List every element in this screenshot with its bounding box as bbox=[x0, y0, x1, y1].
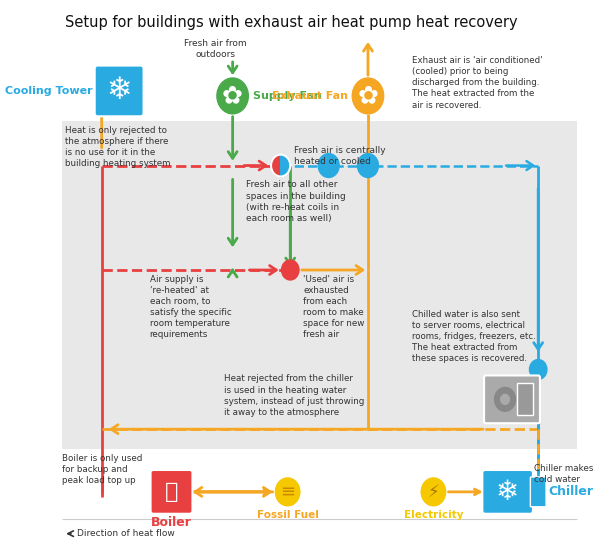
Text: Exhaust Fan: Exhaust Fan bbox=[272, 91, 348, 101]
Circle shape bbox=[500, 394, 509, 404]
Text: Heat rejected from the chiller
is used in the heating water
system, instead of j: Heat rejected from the chiller is used i… bbox=[224, 374, 364, 417]
Text: Direction of heat flow: Direction of heat flow bbox=[77, 529, 175, 538]
Text: ✿: ✿ bbox=[222, 84, 243, 108]
Circle shape bbox=[217, 78, 248, 114]
Text: Cooling Tower: Cooling Tower bbox=[5, 86, 93, 96]
FancyBboxPatch shape bbox=[95, 66, 143, 116]
Text: Supply Fan: Supply Fan bbox=[253, 91, 322, 101]
Text: Heat is only rejected to
the atmosphere if there
is no use for it in the
buildin: Heat is only rejected to the atmosphere … bbox=[65, 126, 170, 168]
Text: ❄: ❄ bbox=[106, 76, 132, 106]
Text: ⚡: ⚡ bbox=[428, 483, 439, 501]
Text: Chiller: Chiller bbox=[548, 485, 593, 498]
Circle shape bbox=[358, 153, 379, 177]
Text: Fresh air to all other
spaces in the building
(with re-heat coils in
each room a: Fresh air to all other spaces in the bui… bbox=[246, 181, 346, 223]
Circle shape bbox=[529, 360, 547, 380]
FancyBboxPatch shape bbox=[484, 375, 540, 423]
Circle shape bbox=[352, 78, 383, 114]
Text: Fresh air is centrally
heated or cooled: Fresh air is centrally heated or cooled bbox=[294, 146, 385, 166]
Polygon shape bbox=[281, 154, 290, 176]
FancyBboxPatch shape bbox=[62, 121, 577, 449]
Text: Exhaust air is 'air conditioned'
(cooled) prior to being
discharged from the bui: Exhaust air is 'air conditioned' (cooled… bbox=[412, 56, 542, 109]
Text: Electricity: Electricity bbox=[404, 510, 463, 520]
FancyBboxPatch shape bbox=[530, 477, 546, 507]
FancyBboxPatch shape bbox=[151, 470, 193, 514]
Text: Boiler is only used
for backup and
peak load top up: Boiler is only used for backup and peak … bbox=[62, 454, 143, 485]
Text: 'Used' air is
exhausted
from each
room to make
space for new
fresh air: 'Used' air is exhausted from each room t… bbox=[304, 275, 365, 339]
Circle shape bbox=[318, 153, 339, 177]
Text: ✿: ✿ bbox=[358, 84, 379, 108]
Text: ❄: ❄ bbox=[496, 478, 519, 506]
Text: Boiler: Boiler bbox=[151, 516, 192, 529]
Text: Air supply is
're-heated' at
each room, to
satisfy the specific
room temperature: Air supply is 're-heated' at each room, … bbox=[149, 275, 232, 339]
Text: Chiller makes
cold water: Chiller makes cold water bbox=[534, 464, 593, 484]
Circle shape bbox=[494, 387, 515, 411]
Text: 🔥: 🔥 bbox=[165, 482, 178, 502]
Text: Fossil Fuel: Fossil Fuel bbox=[257, 510, 319, 520]
Circle shape bbox=[275, 478, 300, 506]
FancyBboxPatch shape bbox=[482, 470, 533, 514]
Text: Fresh air from
outdoors: Fresh air from outdoors bbox=[184, 39, 247, 59]
Polygon shape bbox=[271, 154, 281, 176]
Circle shape bbox=[421, 478, 446, 506]
Circle shape bbox=[281, 260, 299, 280]
Text: ≡: ≡ bbox=[280, 483, 295, 501]
Text: Setup for buildings with exhaust air heat pump heat recovery: Setup for buildings with exhaust air hea… bbox=[65, 15, 518, 30]
Text: Chilled water is also sent
to server rooms, electrical
rooms, fridges, freezers,: Chilled water is also sent to server roo… bbox=[412, 310, 535, 363]
FancyBboxPatch shape bbox=[517, 384, 533, 415]
